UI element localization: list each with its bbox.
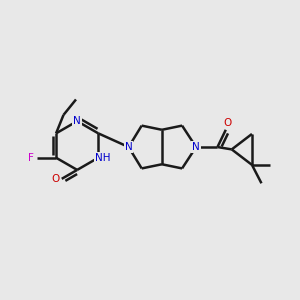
Text: O: O [51, 174, 59, 184]
Text: NH: NH [95, 153, 110, 163]
Text: N: N [125, 142, 133, 152]
Text: O: O [223, 118, 231, 128]
Text: N: N [192, 142, 200, 152]
Text: F: F [28, 153, 34, 163]
Text: N: N [73, 116, 81, 126]
